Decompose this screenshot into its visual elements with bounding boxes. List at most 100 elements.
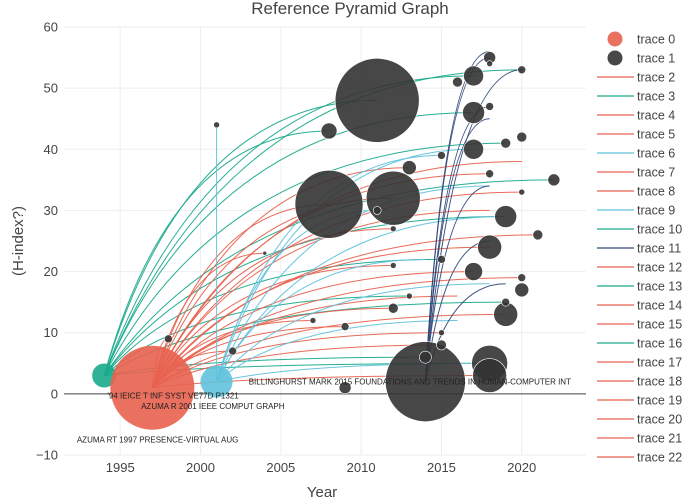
legend-label: trace 9: [637, 204, 675, 218]
legend-item[interactable]: trace 1: [607, 50, 676, 66]
reference-bubble[interactable]: [387, 302, 399, 314]
reference-bubble[interactable]: [517, 65, 527, 75]
reference-bubble[interactable]: [485, 102, 494, 111]
reference-bubble[interactable]: [228, 346, 237, 356]
reference-bubble[interactable]: [389, 225, 397, 233]
reference-bubble[interactable]: [463, 65, 484, 87]
reference-bubble[interactable]: [463, 138, 484, 160]
legend-item[interactable]: trace 9: [597, 204, 675, 218]
reference-bubble[interactable]: [402, 160, 417, 175]
reference-bubble[interactable]: [517, 273, 527, 282]
legend-label: trace 1: [637, 52, 675, 66]
chart-title: Reference Pyramid Graph: [251, 0, 448, 18]
reference-bubble[interactable]: [514, 282, 530, 298]
citation-curve: [216, 319, 458, 383]
point-annotation: AZUMA R 2001 IEEE COMPUT GRAPH: [141, 402, 285, 411]
seed-bubble[interactable]: [92, 363, 117, 388]
legend-item[interactable]: trace 19: [597, 394, 682, 408]
reference-bubble[interactable]: [547, 173, 561, 187]
legend-item[interactable]: trace 3: [597, 90, 675, 104]
legend-item[interactable]: trace 12: [597, 261, 682, 275]
reference-bubble[interactable]: [365, 170, 421, 226]
reference-bubble[interactable]: [164, 334, 173, 344]
reference-bubble[interactable]: [500, 137, 511, 149]
reference-bubble[interactable]: [320, 122, 338, 140]
x-tick-label: 2005: [266, 460, 295, 475]
reference-bubble[interactable]: [334, 58, 420, 143]
point-annotation: '94 IEICE T INF SYST VE77D P1321: [107, 392, 239, 401]
legend-item[interactable]: trace 21: [597, 432, 682, 446]
seed-bubble[interactable]: [200, 365, 233, 398]
citation-curve: [103, 216, 506, 376]
citation-curve: [424, 185, 490, 382]
reference-bubble[interactable]: [262, 250, 268, 256]
y-axis-title: (H-index?): [10, 206, 27, 276]
legend-item[interactable]: trace 5: [597, 128, 675, 142]
legend-label: trace 11: [637, 242, 681, 256]
legend-item[interactable]: trace 11: [597, 242, 681, 256]
legend-item[interactable]: trace 7: [597, 166, 675, 180]
reference-bubble[interactable]: [472, 358, 507, 393]
reference-bubble[interactable]: [436, 339, 447, 351]
legend-item[interactable]: trace 15: [597, 318, 682, 332]
citation-curve: [151, 246, 490, 389]
citation-curve: [151, 191, 522, 388]
reference-bubble[interactable]: [309, 317, 317, 324]
legend-item[interactable]: trace 20: [597, 413, 682, 427]
legend-item[interactable]: trace 10: [597, 223, 682, 237]
citation-curve: [103, 142, 506, 376]
legend-item[interactable]: trace 22: [597, 451, 682, 465]
x-tick-label: 1995: [106, 460, 135, 475]
legend-item[interactable]: trace 6: [597, 147, 675, 161]
legend-item[interactable]: trace 0: [607, 31, 676, 47]
reference-bubble[interactable]: [338, 381, 352, 395]
reference-bubble[interactable]: [340, 322, 350, 331]
reference-bubble[interactable]: [494, 205, 517, 228]
legend-label: trace 15: [637, 318, 682, 332]
legend-item[interactable]: trace 17: [597, 356, 682, 370]
legend-label: trace 20: [637, 413, 682, 427]
citation-curve: [103, 112, 474, 376]
legend-label: trace 6: [637, 147, 675, 161]
reference-bubble[interactable]: [437, 255, 446, 264]
reference-bubble[interactable]: [438, 329, 445, 337]
reference-bubble[interactable]: [419, 350, 432, 364]
legend-item[interactable]: trace 18: [597, 375, 682, 389]
legend[interactable]: trace 0 trace 1 trace 2 trace 3 trace 4 trace…: [597, 31, 682, 465]
reference-bubble[interactable]: [437, 151, 446, 160]
legend-label: trace 19: [637, 394, 682, 408]
reference-bubble[interactable]: [464, 262, 483, 281]
citation-curve: [424, 57, 490, 382]
reference-bubble[interactable]: [532, 229, 544, 241]
legend-item[interactable]: trace 8: [597, 185, 675, 199]
y-tick-label: 50: [44, 81, 58, 96]
reference-bubble[interactable]: [372, 206, 382, 215]
reference-bubble[interactable]: [516, 131, 528, 143]
reference-bubble[interactable]: [294, 170, 364, 239]
reference-bubble[interactable]: [501, 297, 510, 307]
reference-bubble[interactable]: [452, 76, 463, 88]
reference-bubble[interactable]: [477, 234, 502, 260]
reference-bubble[interactable]: [462, 101, 485, 124]
reference-bubble[interactable]: [389, 262, 397, 269]
legend-label: trace 22: [637, 451, 682, 465]
x-axis-title: Year: [307, 484, 337, 500]
legend-item[interactable]: trace 16: [597, 337, 682, 351]
reference-bubble[interactable]: [518, 188, 526, 196]
legend-item[interactable]: trace 2: [597, 71, 675, 85]
seed-bubble[interactable]: [110, 345, 195, 430]
legend-item[interactable]: trace 14: [597, 299, 682, 313]
reference-bubble[interactable]: [486, 60, 493, 67]
reference-bubble[interactable]: [213, 121, 220, 129]
legend-label: trace 14: [637, 299, 682, 313]
annotations: BILLINGHURST MARK 2015 FOUNDATIONS AND T…: [77, 378, 571, 445]
reference-bubble[interactable]: [485, 169, 494, 179]
legend-item[interactable]: trace 13: [597, 280, 682, 294]
legend-item[interactable]: trace 4: [597, 109, 675, 123]
reference-bubble[interactable]: [385, 341, 466, 422]
point-annotation: BILLINGHURST MARK 2015 FOUNDATIONS AND T…: [249, 378, 571, 387]
citation-curve: [151, 228, 394, 388]
legend-swatch-marker: [607, 31, 623, 47]
reference-bubble[interactable]: [406, 292, 413, 300]
legend-label: trace 4: [637, 109, 675, 123]
